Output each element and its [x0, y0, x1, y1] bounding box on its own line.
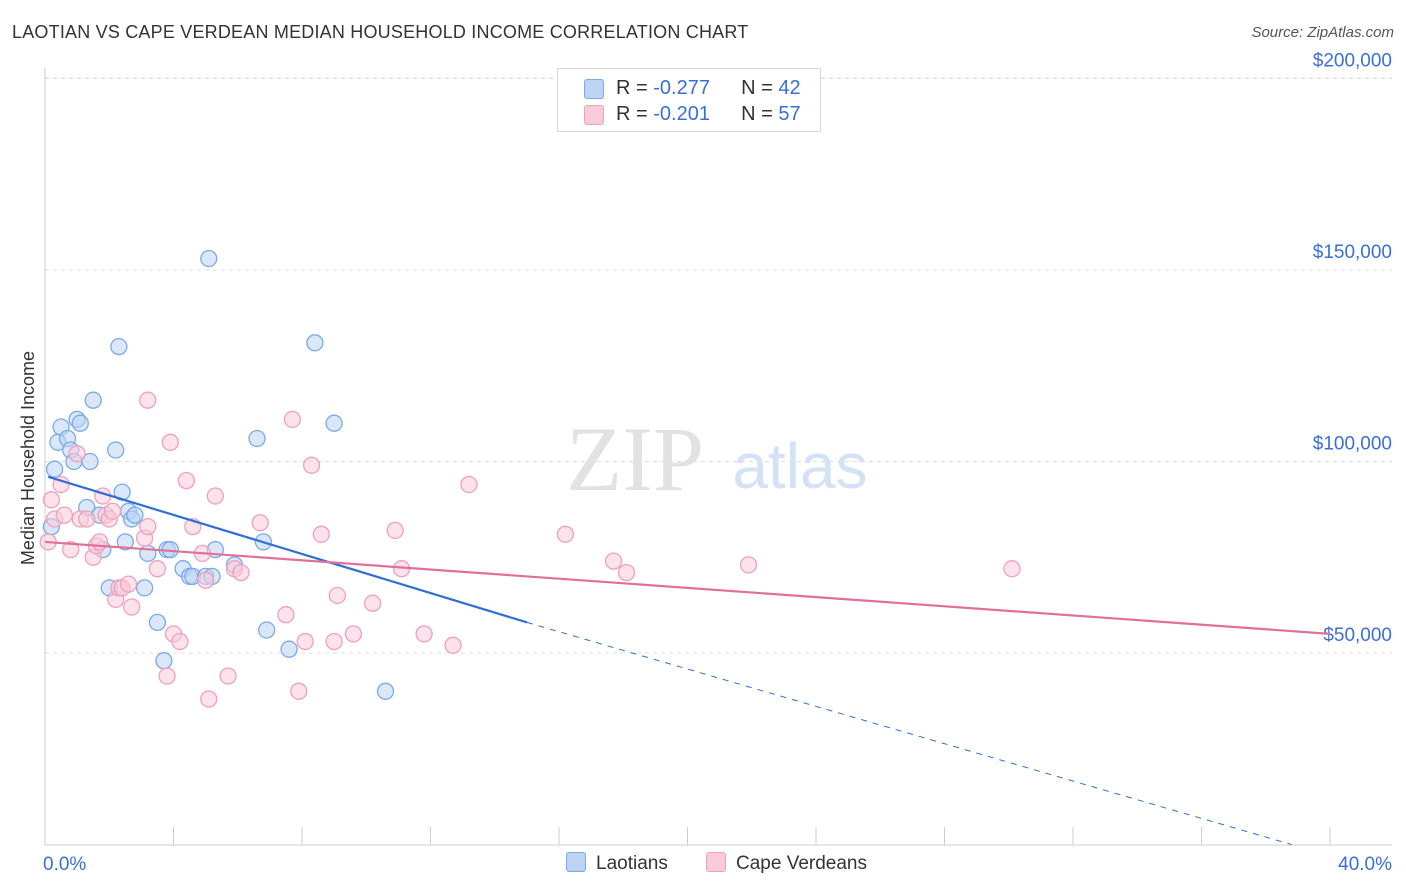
cape-verdean-point — [604, 552, 623, 570]
cape-verdean-point — [344, 625, 363, 643]
laotian-point — [81, 452, 99, 471]
cape-verdean-point — [617, 563, 636, 582]
laotian-point — [110, 337, 128, 356]
laotians-legend-swatch — [566, 852, 586, 872]
laotians-swatch — [584, 79, 604, 99]
y-tick-label: $50,000 — [1323, 625, 1392, 646]
laotian-point — [126, 506, 144, 524]
laotians-r-value: -0.277 — [653, 77, 710, 99]
cape-verdeans-n-value: 57 — [778, 103, 801, 125]
cape-verdean-point — [277, 606, 295, 624]
cape-verdeans-r-value: -0.201 — [653, 103, 710, 125]
trend-layer — [44, 475, 1331, 845]
cape-verdean-point — [161, 433, 179, 451]
cape-verdeans-n-label: N = — [741, 103, 779, 125]
laotian-point — [258, 621, 276, 639]
cape-verdean-point — [283, 410, 302, 429]
cape-verdean-point — [364, 594, 382, 612]
cape-verdean-point — [171, 632, 189, 651]
cape-verdean-point — [42, 491, 61, 509]
laotians-legend-label: Laotians — [596, 853, 668, 874]
cape-verdean-point — [290, 682, 308, 700]
cape-verdean-point — [62, 540, 80, 559]
laotians-n-value: 42 — [778, 77, 801, 99]
points-layer — [39, 249, 1021, 708]
cape-verdean-point — [177, 471, 196, 490]
laotian-point — [376, 682, 395, 700]
legend-item-cape-verdeans[interactable]: Cape Verdeans — [706, 852, 867, 875]
laotian-point — [71, 414, 89, 432]
source-label: Source: ZipAtlas.com — [1251, 24, 1394, 41]
cape-verdeans-swatch — [584, 105, 604, 125]
cape-verdean-point — [386, 521, 404, 540]
cape-verdean-point — [739, 556, 758, 574]
cape-verdean-point — [219, 667, 237, 685]
laotian-point — [200, 249, 218, 268]
cape-verdean-point — [206, 487, 224, 505]
cape-verdean-point — [148, 560, 167, 578]
laotians-trendline-extension — [526, 621, 1292, 845]
cape-verdeans-r-label: R = — [616, 103, 654, 125]
watermark-atlas: atlas — [732, 430, 867, 502]
cape-verdean-point — [325, 632, 343, 651]
y-tick-label: $150,000 — [1313, 242, 1392, 263]
cape-verdean-point — [123, 598, 141, 616]
cape-verdean-point — [55, 506, 73, 524]
laotian-point — [248, 429, 266, 448]
y-tick-label: $200,000 — [1313, 51, 1392, 72]
y-tick-label: $100,000 — [1313, 434, 1392, 455]
watermark: ZIP atlas — [566, 408, 868, 510]
laotians-r-label: R = — [616, 77, 654, 99]
laotian-point — [116, 533, 134, 551]
correlation-legend: R = -0.277 N = 42 R = -0.201 N = 57 — [557, 68, 821, 132]
cape-verdean-point — [158, 667, 176, 685]
laotian-point — [45, 460, 64, 478]
cape-verdean-point — [328, 586, 346, 605]
laotian-point — [107, 441, 125, 459]
laotian-point — [155, 652, 173, 670]
cape-verdean-point — [200, 690, 218, 708]
chart-title: LAOTIAN VS CAPE VERDEAN MEDIAN HOUSEHOLD… — [12, 22, 749, 42]
cape-verdean-point — [196, 571, 215, 589]
laotian-point — [84, 391, 102, 409]
x-tick-label-min: 0.0% — [43, 854, 86, 875]
legend-item-laotians[interactable]: Laotians — [566, 852, 668, 875]
laotians-n-label: N = — [741, 77, 779, 99]
cape-verdean-point — [119, 575, 138, 593]
laotian-point — [148, 613, 167, 632]
cape-verdeans-legend-swatch — [706, 852, 726, 872]
cape-verdean-point — [68, 445, 86, 463]
cape-verdeans-trendline — [44, 540, 1331, 635]
cape-verdean-point — [251, 514, 269, 532]
cape-verdeans-legend-label: Cape Verdeans — [736, 853, 867, 874]
cape-verdean-point — [232, 563, 250, 582]
cape-verdean-point — [415, 625, 433, 643]
laotian-point — [325, 414, 343, 432]
cape-verdean-point — [302, 456, 321, 474]
cape-verdean-point — [460, 475, 478, 494]
cape-verdean-point — [444, 636, 462, 654]
cape-verdean-point — [296, 632, 314, 651]
cape-verdean-point — [1003, 560, 1021, 578]
cape-verdean-point — [78, 510, 96, 528]
laotian-point — [280, 640, 298, 658]
cape-verdean-point — [139, 517, 157, 536]
axis-layer: $50,000 $100,000 $150,000 $200,000 0.0% 40.0% — [43, 51, 1392, 876]
cape-verdean-point — [139, 391, 157, 409]
laotians-trendline — [47, 475, 528, 624]
cape-verdean-point — [103, 502, 122, 520]
y-axis-label: Median Household Income — [18, 351, 38, 565]
cape-verdean-point — [556, 525, 575, 543]
watermark-zip: ZIP — [566, 408, 704, 510]
cape-verdean-point — [90, 533, 109, 551]
x-tick-label-max: 40.0% — [1338, 854, 1392, 875]
laotian-point — [306, 334, 324, 352]
cape-verdean-point — [312, 525, 330, 543]
laotian-point — [135, 579, 154, 597]
